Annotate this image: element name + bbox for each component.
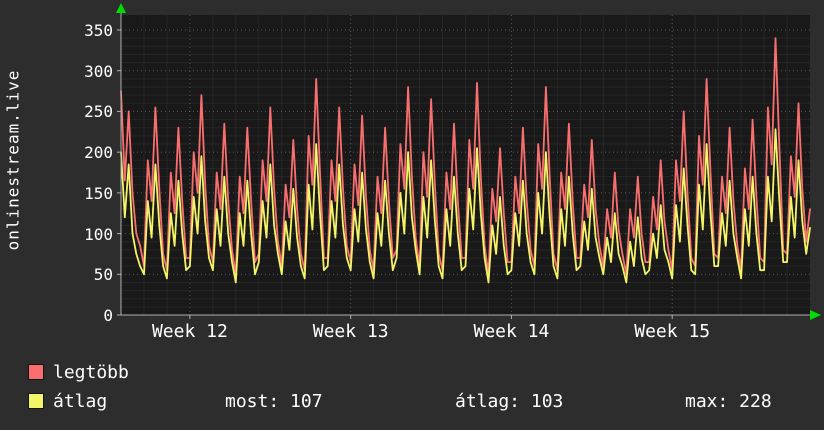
stat-atlag: átlag: 103	[455, 391, 564, 412]
legend-swatch-legtobb	[28, 364, 44, 380]
legend-swatch-atlag	[28, 393, 44, 409]
stat-max: max: 228	[685, 391, 772, 412]
legend-label-atlag: átlag	[53, 390, 108, 412]
legend-row-atlag: átlag	[28, 390, 108, 412]
legend-row-legtobb: legtöbb	[28, 361, 129, 383]
graph-title-vertical: onlinestream.live	[3, 69, 23, 251]
stat-most: most: 107	[225, 391, 323, 412]
legend-label-legtobb: legtöbb	[53, 361, 129, 383]
